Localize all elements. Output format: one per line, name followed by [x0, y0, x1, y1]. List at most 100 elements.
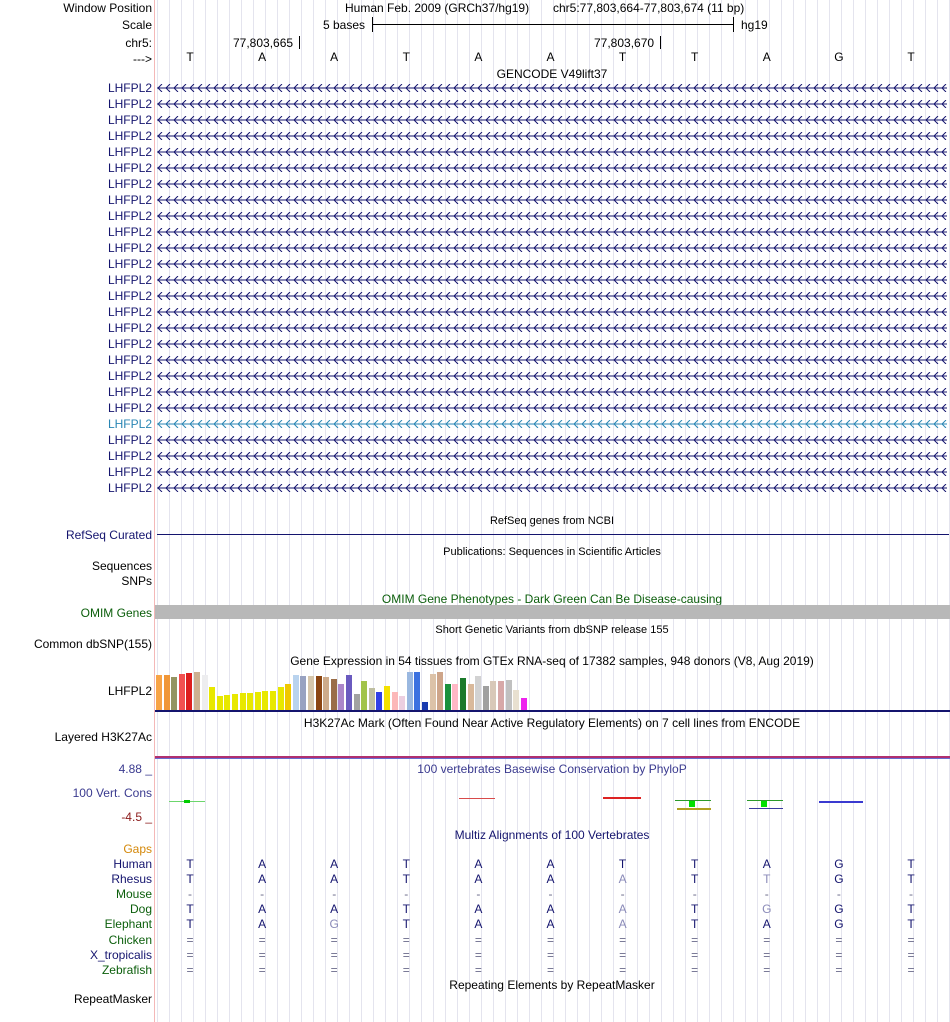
gtex-tissue-bar[interactable] [498, 681, 504, 710]
gtex-tissue-bar[interactable] [513, 690, 520, 710]
gencode-transcript-arrows[interactable] [157, 116, 947, 124]
gencode-transcript-label[interactable]: LHFPL2 [107, 417, 152, 431]
gtex-tissue-bar[interactable] [254, 692, 261, 710]
dbsnp-label[interactable]: Common dbSNP(155) [33, 637, 152, 651]
gencode-transcript-arrows[interactable] [157, 292, 947, 300]
gencode-transcript-arrows[interactable] [157, 436, 947, 444]
gencode-transcript-label[interactable]: LHFPL2 [107, 257, 152, 271]
gencode-transcript-arrows[interactable] [157, 164, 947, 172]
publications-label[interactable]: Sequences [91, 559, 152, 573]
gencode-transcript-arrows[interactable] [157, 452, 947, 460]
gencode-transcript-label[interactable]: LHFPL2 [107, 481, 152, 495]
gtex-tissue-bar[interactable] [520, 698, 527, 710]
gencode-transcript-label[interactable]: LHFPL2 [107, 161, 152, 175]
phylop-label[interactable]: 100 Vert. Cons [72, 786, 152, 800]
gencode-transcript-label[interactable]: LHFPL2 [107, 241, 152, 255]
gtex-tissue-bar[interactable] [216, 696, 223, 710]
gtex-tissue-bar[interactable] [330, 679, 337, 710]
gencode-transcript-label[interactable]: LHFPL2 [107, 177, 152, 191]
gencode-transcript-label[interactable]: LHFPL2 [107, 81, 152, 95]
gtex-tissue-bar[interactable] [452, 684, 459, 710]
gencode-transcript-arrows[interactable] [157, 212, 947, 220]
gtex-tissue-bar[interactable] [209, 687, 216, 710]
gencode-transcript-label[interactable]: LHFPL2 [107, 193, 152, 207]
browser-track-area[interactable]: Human Feb. 2009 (GRCh37/hg19) chr5:77,80… [155, 0, 950, 1022]
refseq-label[interactable]: RefSeq Curated [65, 528, 152, 542]
gencode-transcript-label[interactable]: LHFPL2 [107, 401, 152, 415]
gtex-tissue-bar[interactable] [406, 672, 413, 710]
h3k27ac-label[interactable]: Layered H3K27Ac [54, 730, 152, 744]
gtex-tissue-bar[interactable] [429, 674, 436, 710]
gtex-tissue-bar[interactable] [376, 692, 383, 710]
gencode-transcript-arrows[interactable] [157, 180, 947, 188]
gencode-transcript-arrows[interactable] [157, 84, 947, 92]
gencode-transcript-label[interactable]: LHFPL2 [107, 113, 152, 127]
gtex-tissue-bar[interactable] [353, 694, 360, 710]
gtex-label[interactable]: LHFPL2 [107, 684, 152, 698]
gencode-transcript-arrows[interactable] [157, 356, 947, 364]
gtex-tissue-bar[interactable] [239, 693, 246, 710]
gtex-tissue-bar[interactable] [482, 686, 489, 710]
gencode-transcript-label[interactable]: LHFPL2 [107, 97, 152, 111]
gtex-tissue-bar[interactable] [232, 694, 238, 710]
gencode-transcript-label[interactable]: LHFPL2 [107, 337, 152, 351]
gtex-tissue-bar[interactable] [186, 673, 193, 710]
gencode-transcript-label[interactable]: LHFPL2 [107, 145, 152, 159]
gtex-tissue-bar[interactable] [346, 675, 352, 710]
gtex-tissue-bar[interactable] [308, 676, 314, 710]
gencode-transcript-label[interactable]: LHFPL2 [107, 449, 152, 463]
gencode-transcript-label[interactable]: LHFPL2 [107, 273, 152, 287]
gtex-tissue-bar[interactable] [201, 675, 208, 710]
gtex-tissue-bar[interactable] [391, 692, 398, 710]
gencode-transcript-label[interactable]: LHFPL2 [107, 433, 152, 447]
gtex-tissue-bar[interactable] [270, 691, 276, 710]
gencode-transcript-arrows[interactable] [157, 148, 947, 156]
gtex-tissue-bar[interactable] [194, 672, 200, 710]
gencode-transcript-arrows[interactable] [157, 388, 947, 396]
gtex-tissue-bar[interactable] [178, 674, 185, 710]
gtex-tissue-bar[interactable] [467, 684, 474, 710]
gencode-transcript-label[interactable]: LHFPL2 [107, 305, 152, 319]
gencode-transcript-arrows[interactable] [157, 196, 947, 204]
gtex-tissue-bar[interactable] [300, 676, 307, 710]
gtex-tissue-bar[interactable] [292, 675, 299, 710]
gtex-tissue-bar[interactable] [315, 676, 322, 710]
gencode-transcript-arrows[interactable] [157, 260, 947, 268]
repeatmasker-label[interactable]: RepeatMasker [73, 992, 152, 1006]
gtex-tissue-bar[interactable] [475, 676, 482, 710]
gencode-transcript-arrows[interactable] [157, 100, 947, 108]
gtex-tissue-bar[interactable] [437, 672, 444, 710]
gencode-transcript-arrows[interactable] [157, 228, 947, 236]
gtex-tissue-bar[interactable] [171, 677, 178, 710]
gencode-transcript-label[interactable]: LHFPL2 [107, 465, 152, 479]
gencode-transcript-arrows[interactable] [157, 308, 947, 316]
gencode-transcript-arrows[interactable] [157, 132, 947, 140]
gtex-tissue-bar[interactable] [460, 678, 466, 710]
gtex-tissue-bar[interactable] [262, 691, 269, 710]
gtex-tissue-bar[interactable] [277, 687, 284, 710]
gtex-tissue-bar[interactable] [490, 681, 497, 710]
gtex-tissue-bar[interactable] [414, 672, 421, 710]
gencode-transcript-arrows[interactable] [157, 324, 947, 332]
gencode-transcript-label[interactable]: LHFPL2 [107, 353, 152, 367]
omim-gene-bar[interactable] [155, 605, 950, 619]
gencode-transcript-arrows[interactable] [157, 340, 947, 348]
gtex-tissue-bar[interactable] [361, 681, 368, 710]
gencode-transcript-arrows[interactable] [157, 244, 947, 252]
gtex-tissue-bar[interactable] [285, 684, 292, 710]
gencode-transcript-label[interactable]: LHFPL2 [107, 129, 152, 143]
gtex-tissue-bar[interactable] [422, 702, 428, 710]
gencode-transcript-arrows[interactable] [157, 420, 947, 428]
gtex-tissue-bar[interactable] [323, 677, 330, 710]
gtex-bar-chart[interactable] [155, 668, 535, 710]
gencode-transcript-arrows[interactable] [157, 404, 947, 412]
gencode-transcript-arrows[interactable] [157, 276, 947, 284]
gtex-tissue-bar[interactable] [247, 693, 254, 710]
omim-label[interactable]: OMIM Genes [80, 606, 152, 620]
gtex-tissue-bar[interactable] [156, 675, 162, 710]
gtex-tissue-bar[interactable] [338, 684, 345, 710]
gencode-transcript-arrows[interactable] [157, 484, 947, 492]
gtex-tissue-bar[interactable] [368, 688, 375, 710]
gencode-transcript-label[interactable]: LHFPL2 [107, 369, 152, 383]
gencode-transcript-label[interactable]: LHFPL2 [107, 385, 152, 399]
